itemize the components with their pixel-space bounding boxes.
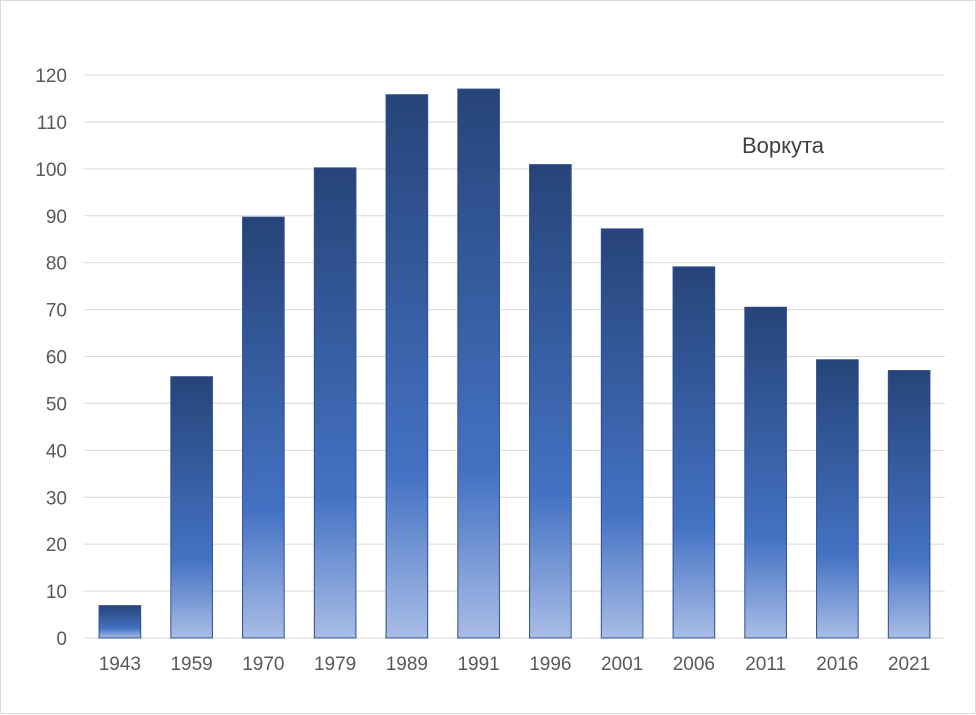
- y-tick-label: 100: [35, 160, 67, 181]
- y-tick-label: 20: [46, 535, 67, 556]
- chart-title: Воркута: [742, 133, 825, 158]
- bar-1979: [313, 167, 357, 639]
- x-tick-label: 1979: [314, 654, 356, 675]
- y-tick-label: 80: [46, 254, 67, 275]
- bar-1989: [385, 94, 429, 639]
- x-tick-label: 2006: [673, 654, 715, 675]
- x-tick-label: 2016: [816, 654, 858, 675]
- bar-2016: [816, 359, 859, 639]
- bar-1970: [242, 216, 285, 639]
- x-tick-label: 2011: [745, 654, 786, 675]
- bar-1943: [98, 605, 142, 639]
- y-axis-tick-labels: 0 10 20 30 40 50 60 70 80 90 100 110 120: [35, 66, 67, 650]
- bar-1991: [457, 88, 500, 639]
- x-axis-tick-labels: 1943 1959 1970 1979 1989 1991 1996 2001 2006 2011…: [99, 654, 931, 675]
- x-tick-label: 1996: [529, 654, 571, 675]
- y-tick-label: 120: [35, 66, 67, 87]
- x-tick-label: 1959: [170, 654, 212, 675]
- x-tick-label: 2001: [601, 654, 643, 675]
- y-tick-label: 0: [56, 629, 67, 650]
- x-tick-label: 2021: [888, 654, 930, 675]
- bars: [98, 88, 931, 639]
- bar-2021: [887, 370, 931, 639]
- y-tick-label: 90: [46, 207, 67, 228]
- y-tick-label: 70: [46, 301, 67, 322]
- bar-2011: [744, 306, 787, 639]
- x-tick-label: 1970: [242, 654, 284, 675]
- y-tick-label: 110: [37, 113, 67, 134]
- x-tick-label: 1989: [386, 654, 428, 675]
- gridlines: [84, 74, 945, 639]
- x-tick-label: 1991: [457, 654, 499, 675]
- bar-2006: [672, 266, 716, 639]
- y-tick-label: 60: [46, 348, 67, 369]
- y-tick-label: 10: [46, 582, 67, 603]
- bar-1959: [170, 376, 213, 639]
- y-tick-label: 30: [46, 488, 67, 509]
- bar-1996: [529, 164, 572, 639]
- y-tick-label: 40: [46, 441, 67, 462]
- y-tick-label: 50: [46, 394, 67, 415]
- bar-2001: [600, 228, 644, 639]
- x-tick-label: 1943: [99, 654, 141, 675]
